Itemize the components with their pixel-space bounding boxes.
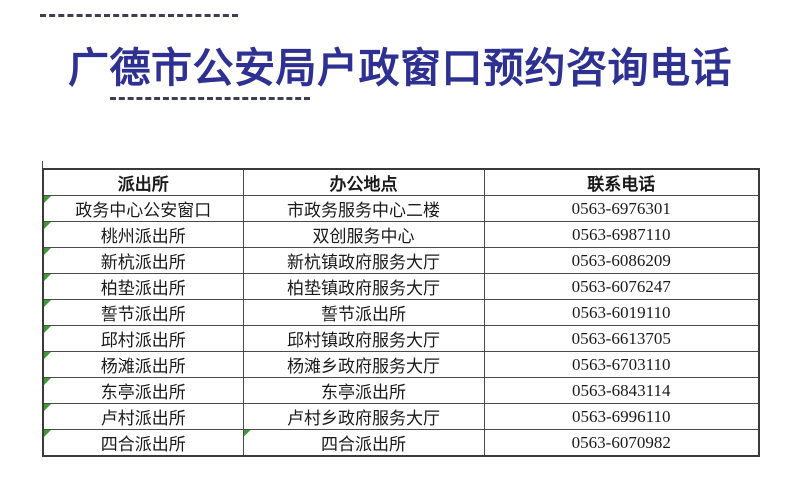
phone-cell: 0563-6086209 bbox=[483, 247, 760, 274]
phone-cell: 0563-6843114 bbox=[483, 377, 760, 404]
cell-flag-triangle-icon bbox=[44, 430, 51, 437]
station-cell: 桃州派出所 bbox=[42, 221, 244, 248]
cell-flag-triangle-icon bbox=[44, 404, 51, 411]
location-cell: 邱村镇政府服务大厅 bbox=[242, 325, 485, 352]
column-header-station: 派出所 bbox=[42, 168, 244, 196]
phone-cell: 0563-6613705 bbox=[483, 325, 760, 352]
cell-flag-triangle-icon bbox=[44, 274, 51, 281]
column-header-phone: 联系电话 bbox=[483, 168, 760, 196]
dashed-divider-bottom bbox=[110, 97, 310, 100]
cell-flag-triangle-icon bbox=[44, 248, 51, 255]
phone-cell: 0563-6703110 bbox=[483, 351, 760, 378]
table-row: 东亭派出所 东亭派出所 0563-6843114 bbox=[42, 377, 760, 404]
table-row: 新杭派出所 新杭镇政府服务大厅 0563-6086209 bbox=[42, 247, 760, 274]
location-cell: 卢村乡政府服务大厅 bbox=[242, 403, 485, 430]
table-row: 桃州派出所 双创服务中心 0563-6987110 bbox=[42, 221, 760, 248]
table-row: 政务中心公安窗口 市政务服务中心二楼 0563-6976301 bbox=[42, 195, 760, 222]
location-cell: 四合派出所 bbox=[242, 429, 485, 457]
station-cell: 政务中心公安窗口 bbox=[42, 195, 244, 222]
phone-cell: 0563-6019110 bbox=[483, 299, 760, 326]
station-cell: 邱村派出所 bbox=[42, 325, 244, 352]
column-header-location: 办公地点 bbox=[242, 168, 485, 196]
cell-flag-triangle-icon bbox=[44, 196, 51, 203]
location-cell: 誓节派出所 bbox=[242, 299, 485, 326]
station-cell: 誓节派出所 bbox=[42, 299, 244, 326]
cell-flag-triangle-icon bbox=[44, 300, 51, 307]
table-body: 政务中心公安窗口 市政务服务中心二楼 0563-6976301 桃州派出所 双创服务中心… bbox=[42, 195, 760, 457]
cell-flag-triangle-icon bbox=[44, 326, 51, 333]
station-cell: 四合派出所 bbox=[42, 429, 244, 457]
station-cell: 卢村派出所 bbox=[42, 403, 244, 430]
table-row: 卢村派出所 卢村乡政府服务大厅 0563-6996110 bbox=[42, 403, 760, 430]
location-cell: 新杭镇政府服务大厅 bbox=[242, 247, 485, 274]
location-cell: 柏垫镇政府服务大厅 bbox=[242, 273, 485, 300]
location-cell: 东亭派出所 bbox=[242, 377, 485, 404]
table-row: 四合派出所 四合派出所 0563-6070982 bbox=[42, 429, 760, 457]
phone-cell: 0563-6976301 bbox=[483, 195, 760, 222]
cell-flag-triangle-icon bbox=[44, 222, 51, 229]
phone-cell: 0563-6070982 bbox=[483, 429, 760, 457]
phone-cell: 0563-6996110 bbox=[483, 403, 760, 430]
cell-flag-triangle-icon bbox=[44, 352, 51, 359]
cell-flag-triangle-icon bbox=[244, 430, 251, 437]
phone-directory-table: 派出所 办公地点 联系电话 政务中心公安窗口 市政务服务中心二楼 0563-6976… bbox=[42, 168, 760, 457]
station-cell: 新杭派出所 bbox=[42, 247, 244, 274]
phone-cell: 0563-6076247 bbox=[483, 273, 760, 300]
gridline-artifact bbox=[42, 161, 43, 169]
table-row: 柏垫派出所 柏垫镇政府服务大厅 0563-6076247 bbox=[42, 273, 760, 300]
table-row: 誓节派出所 誓节派出所 0563-6019110 bbox=[42, 299, 760, 326]
table-row: 邱村派出所 邱村镇政府服务大厅 0563-6613705 bbox=[42, 325, 760, 352]
table-row: 杨滩派出所 杨滩乡政府服务大厅 0563-6703110 bbox=[42, 351, 760, 378]
station-cell: 杨滩派出所 bbox=[42, 351, 244, 378]
location-cell: 杨滩乡政府服务大厅 bbox=[242, 351, 485, 378]
cell-flag-triangle-icon bbox=[44, 378, 51, 385]
station-cell: 柏垫派出所 bbox=[42, 273, 244, 300]
location-cell: 市政务服务中心二楼 bbox=[242, 195, 485, 222]
location-cell: 双创服务中心 bbox=[242, 221, 485, 248]
dashed-divider-top bbox=[40, 14, 238, 17]
page-title: 广德市公安局户政窗口预约咨询电话 bbox=[68, 45, 732, 91]
table-header-row: 派出所 办公地点 联系电话 bbox=[42, 168, 760, 196]
phone-cell: 0563-6987110 bbox=[483, 221, 760, 248]
station-cell: 东亭派出所 bbox=[42, 377, 244, 404]
